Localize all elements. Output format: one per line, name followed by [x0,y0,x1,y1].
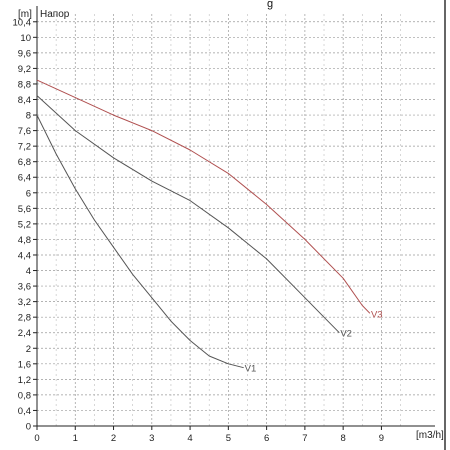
grid-lines [37,14,435,426]
y-tick-label: 2,4 [18,328,31,339]
y-tick-label: 2,8 [18,313,31,324]
y-tick-label: 4 [26,266,31,277]
series-lines [36,79,371,369]
series-line-v2 [36,95,340,334]
y-tick-label: 0,4 [18,406,31,417]
x-tick-label: 0 [34,433,39,444]
y-tick-label: 4,4 [18,250,31,261]
series-label-v3: V3 [371,309,383,320]
y-tick-label: 1,6 [18,359,31,370]
y-axis-unit: [m] [18,9,32,20]
y-tick-label: 5,2 [18,219,31,230]
y-tick-label: 0,8 [18,390,31,401]
x-tick-label: 8 [341,433,346,444]
y-tick-label: 5,6 [18,204,31,215]
x-tick-label: 2 [111,433,116,444]
x-tick-label: 9 [379,433,384,444]
y-tick-label: 2 [26,344,31,355]
series-line-v1 [36,114,244,369]
series-line-v3 [36,79,371,314]
y-tick-label: 8 [26,111,31,122]
x-tick-label: 3 [149,433,154,444]
x-tick-label: 4 [187,433,192,444]
y-tick-label: 6,8 [18,157,31,168]
y-tick-label: 9,6 [18,48,31,59]
x-axis-unit: [m3/h] [416,430,444,441]
y-tick-label: 7,2 [18,142,31,153]
x-tick-label: 5 [226,433,231,444]
y-tick-label: 1,2 [18,375,31,386]
y-axis-label: Напор [40,9,70,20]
y-axis-ticks: 0 0,4 0,8 1,2 1,6 2 2,4 2,8 3,2 3,6 4 4,4 4,8 5,2 5,6 6… [13,17,37,433]
y-tick-label: 3,2 [18,297,31,308]
series-label-v1: V1 [245,364,257,375]
series-label-v2: V2 [340,329,352,340]
y-tick-label: 4,8 [18,235,31,246]
x-tick-label: 7 [302,433,307,444]
y-tick-label: 7,6 [18,126,31,137]
y-tick-label: 9,2 [18,64,31,75]
y-tick-label: 10 [20,33,31,44]
y-tick-label: 8,4 [18,95,31,106]
y-tick-label: 0 [26,422,31,433]
series-labels: V1 V2 V3 [245,309,383,374]
y-tick-label: 8,8 [18,79,31,90]
y-tick-label: 6,4 [18,173,31,184]
y-tick-label: 3,6 [18,282,31,293]
x-axis-ticks: 0 1 2 3 4 5 6 7 8 9 [34,426,384,444]
x-tick-label: 6 [264,433,269,444]
y-tick-label: 10,4 [13,17,32,28]
x-tick-label: 1 [73,433,78,444]
y-tick-label: 6 [26,188,31,199]
chart-title-fragment: g [267,0,273,10]
